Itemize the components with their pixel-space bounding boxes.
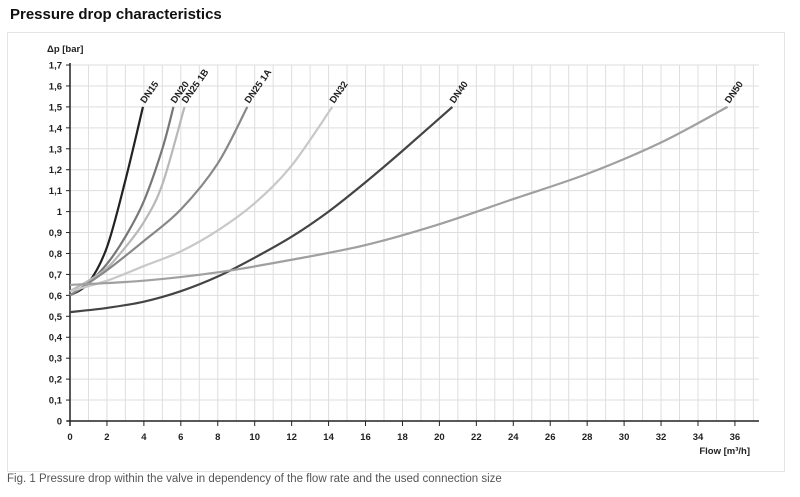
y-tick-label: 0,2	[49, 375, 62, 386]
series-line-dn20	[69, 106, 175, 297]
x-tick-label: 14	[323, 432, 334, 443]
y-tick-label: 1,3	[49, 144, 62, 155]
section-title: Pressure drop characteristics	[10, 6, 222, 23]
x-tick-label: 4	[141, 432, 147, 443]
x-tick-label: 32	[656, 432, 667, 443]
x-tick-label: 10	[249, 432, 260, 443]
y-tick-label: 0,6	[49, 291, 62, 302]
y-tick-label: 0,7	[49, 270, 62, 281]
x-tick-label: 20	[434, 432, 445, 443]
y-axis-label: Δp [bar]	[47, 44, 83, 55]
x-tick-label: 16	[360, 432, 371, 443]
x-tick-label: 8	[215, 432, 220, 443]
series-line-dn25-1b	[69, 106, 186, 293]
x-tick-label: 0	[67, 432, 72, 443]
y-tick-label: 1,6	[49, 81, 62, 92]
series-label: DN40	[448, 79, 471, 105]
x-tick-label: 26	[545, 432, 556, 443]
series-label: DN15	[138, 79, 161, 106]
series-line-dn25-1a	[69, 106, 249, 297]
y-tick-label: 1	[57, 207, 63, 218]
y-tick-label: 1,1	[49, 186, 63, 197]
y-tick-label: 0,3	[49, 354, 62, 365]
y-tick-label: 1,5	[49, 102, 63, 113]
x-tick-label: 34	[693, 432, 704, 443]
y-tick-label: 0,4	[49, 333, 63, 344]
x-tick-label: 28	[582, 432, 593, 443]
figure-caption: Fig. 1 Pressure drop within the valve in…	[7, 473, 502, 485]
y-tick-label: 1,7	[49, 61, 62, 72]
y-tick-label: 0,8	[49, 249, 62, 260]
y-tick-label: 0,1	[49, 396, 63, 407]
series-label: DN50	[723, 79, 746, 105]
series-line-dn40	[69, 106, 454, 314]
x-tick-label: 30	[619, 432, 630, 443]
x-tick-label: 24	[508, 432, 519, 443]
y-tick-label: 0,9	[49, 228, 62, 239]
x-tick-label: 2	[104, 432, 109, 443]
x-tick-label: 36	[730, 432, 741, 443]
y-tick-label: 0,5	[49, 312, 63, 323]
series-line-dn50	[69, 105, 729, 286]
series-line-dn32	[69, 106, 334, 293]
y-tick-label: 0	[57, 417, 62, 428]
x-tick-label: 22	[471, 432, 482, 443]
y-tick-label: 1,4	[49, 123, 63, 134]
x-tick-label: 18	[397, 432, 408, 443]
y-tick-label: 1,2	[49, 165, 62, 176]
chart-frame	[7, 32, 785, 472]
x-tick-label: 6	[178, 432, 183, 443]
x-axis-label: Flow [m³/h]	[699, 446, 750, 457]
x-tick-label: 12	[286, 432, 297, 443]
